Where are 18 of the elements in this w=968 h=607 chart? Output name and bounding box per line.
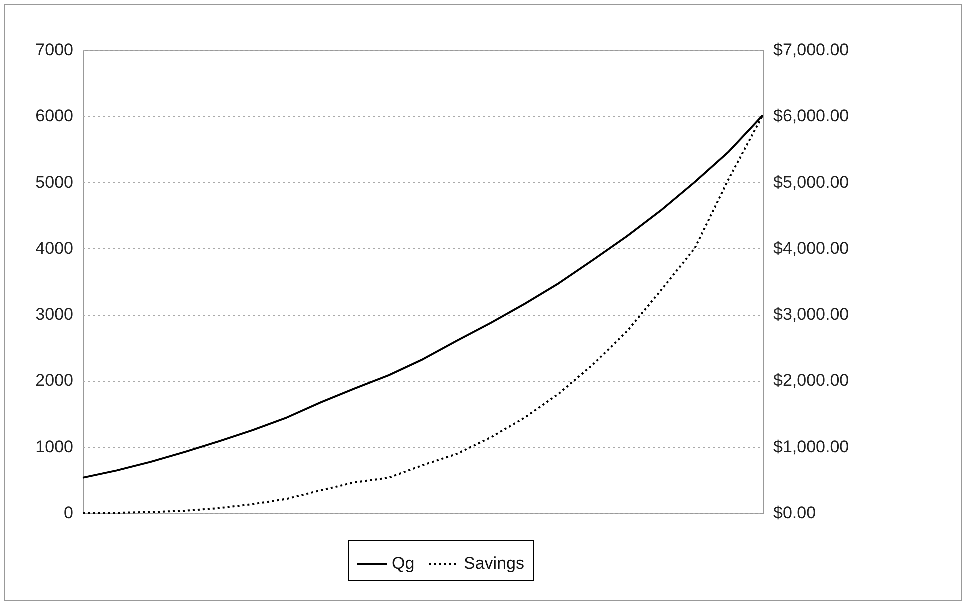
y-tick-label: 5000 <box>36 172 74 192</box>
y-tick-label: 6000 <box>36 106 74 126</box>
y2-tick-label: $1,000.00 <box>774 437 850 456</box>
y-tick-label: 3000 <box>36 305 74 324</box>
y2-tick-label: $4,000.00 <box>774 238 850 258</box>
legend-label: Qg <box>392 554 415 573</box>
y2-tick-label: $0.00 <box>774 504 816 522</box>
y-tick-label: 1000 <box>36 437 74 456</box>
y2-tick-label: $7,000.00 <box>774 40 850 60</box>
y2-tick-label: $2,000.00 <box>774 371 850 390</box>
y-tick-label: 4000 <box>36 238 74 258</box>
y2-tick-label: $3,000.00 <box>774 305 850 324</box>
y2-tick-label: $5,000.00 <box>774 172 850 192</box>
legend-label: Savings <box>464 554 524 573</box>
y-tick-label: 2000 <box>36 371 74 390</box>
y-tick-label: 7000 <box>36 40 74 60</box>
y2-tick-label: $6,000.00 <box>774 106 850 126</box>
y-tick-label: 0 <box>64 504 74 522</box>
